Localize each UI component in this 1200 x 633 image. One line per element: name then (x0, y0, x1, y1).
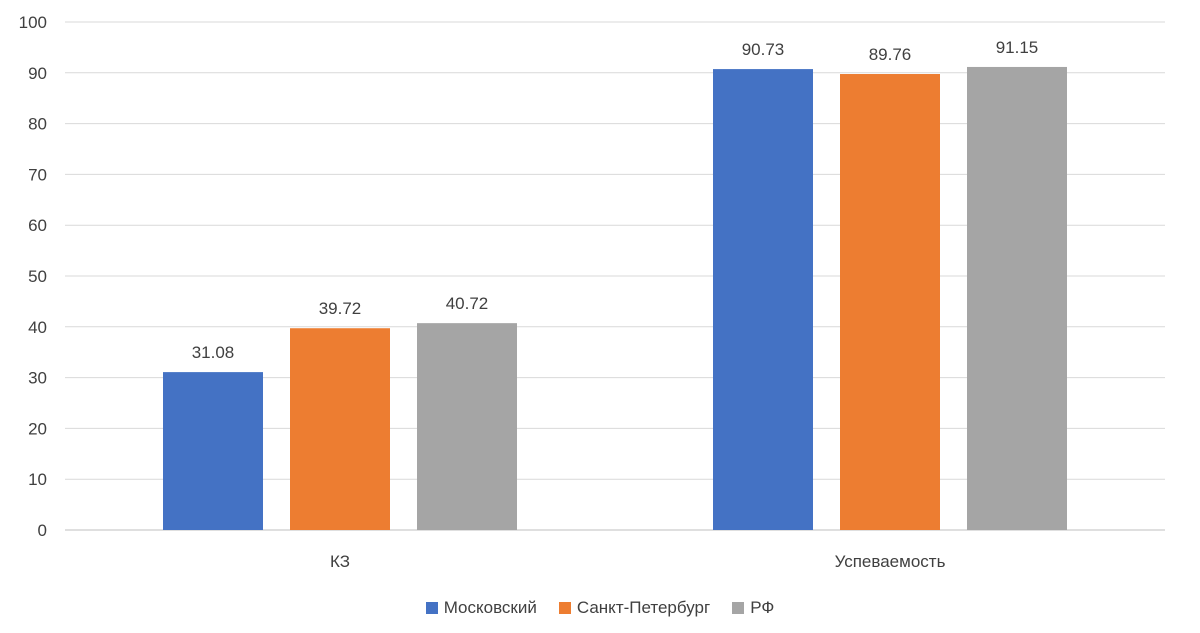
y-tick-label: 60 (28, 216, 47, 235)
bar (967, 66, 1067, 530)
x-category-label: КЗ (330, 552, 350, 571)
bar (290, 328, 390, 530)
legend-item: РФ (732, 598, 774, 618)
x-category-label: Успеваемость (835, 552, 946, 571)
data-label: 39.72 (319, 299, 362, 318)
data-label: 31.08 (192, 343, 235, 362)
y-tick-label: 20 (28, 419, 47, 438)
y-tick-label: 70 (28, 165, 47, 184)
y-tick-label: 80 (28, 115, 47, 134)
y-tick-label: 10 (28, 470, 47, 489)
y-tick-label: 50 (28, 267, 47, 286)
data-label: 89.76 (869, 45, 912, 64)
data-label: 91.15 (996, 38, 1039, 57)
x-axis-categories: КЗ Успеваемость (330, 552, 946, 571)
y-tick-label: 30 (28, 369, 47, 388)
legend-swatch (425, 602, 438, 614)
bar (163, 372, 263, 530)
y-tick-label: 100 (19, 13, 47, 32)
legend-label: РФ (750, 598, 775, 617)
legend-label: Московский (443, 598, 537, 617)
bar (713, 69, 813, 530)
y-tick-label: 40 (28, 318, 47, 337)
y-tick-label: 0 (38, 521, 47, 540)
legend-item: Московский (425, 598, 537, 618)
legend-swatch (732, 602, 745, 614)
bar (840, 74, 940, 531)
legend-label: Санкт-Петербург (576, 598, 711, 617)
bar (417, 323, 517, 530)
data-label: 90.73 (742, 40, 785, 59)
y-axis-ticks: 0 10 20 30 40 50 60 70 80 90 100 (19, 13, 47, 540)
legend-swatch (558, 602, 571, 614)
legend-item: Санкт-Петербург (558, 598, 711, 618)
data-label: 40.72 (446, 294, 489, 313)
data-labels: 31.08 39.72 40.72 90.73 89.76 91.15 (192, 38, 1039, 362)
legend: Московский Санкт-Петербург РФ (0, 598, 1200, 618)
bars (163, 66, 1067, 531)
y-tick-label: 90 (28, 64, 47, 83)
